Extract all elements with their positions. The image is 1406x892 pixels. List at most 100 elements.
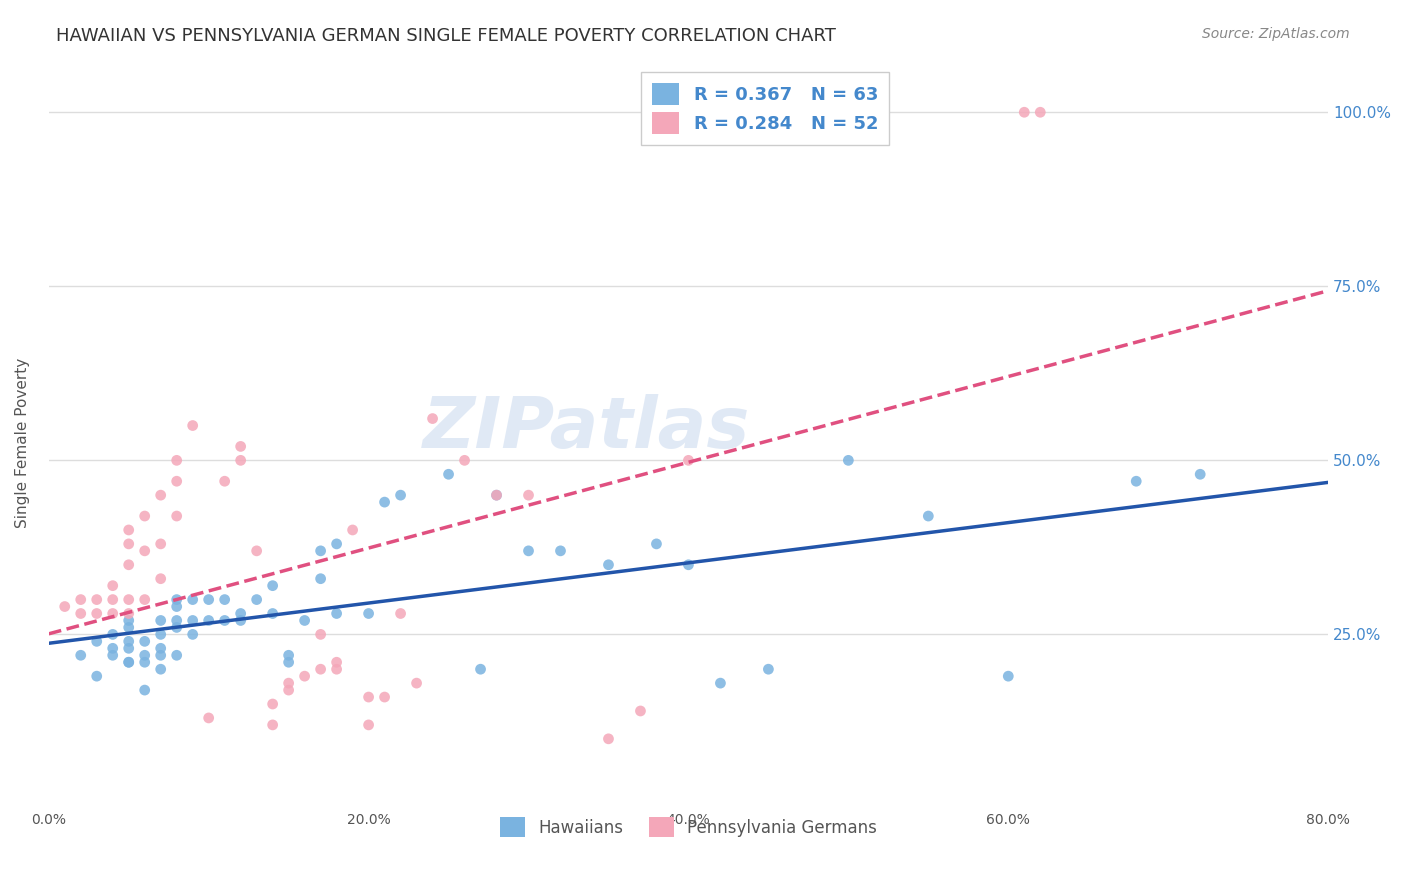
Point	[149, 488, 172, 502]
Point	[101, 607, 124, 621]
Point	[630, 704, 652, 718]
Point	[69, 648, 91, 663]
Point	[166, 599, 188, 614]
Point	[101, 641, 124, 656]
Point	[1014, 105, 1036, 120]
Point	[389, 488, 412, 502]
Point	[118, 641, 141, 656]
Legend: Hawaiians, Pennsylvania Germans: Hawaiians, Pennsylvania Germans	[494, 810, 883, 844]
Point	[229, 453, 252, 467]
Point	[837, 453, 859, 467]
Point	[149, 537, 172, 551]
Point	[262, 718, 284, 732]
Point	[229, 614, 252, 628]
Point	[118, 614, 141, 628]
Point	[262, 607, 284, 621]
Text: Source: ZipAtlas.com: Source: ZipAtlas.com	[1202, 27, 1350, 41]
Point	[678, 453, 700, 467]
Point	[389, 607, 412, 621]
Point	[758, 662, 780, 676]
Point	[485, 488, 508, 502]
Point	[197, 614, 219, 628]
Point	[294, 614, 316, 628]
Point	[166, 620, 188, 634]
Point	[181, 592, 204, 607]
Y-axis label: Single Female Poverty: Single Female Poverty	[15, 358, 30, 528]
Point	[69, 607, 91, 621]
Point	[246, 592, 269, 607]
Point	[166, 509, 188, 524]
Point	[214, 474, 236, 488]
Point	[166, 474, 188, 488]
Point	[325, 662, 347, 676]
Point	[166, 614, 188, 628]
Point	[86, 634, 108, 648]
Point	[118, 655, 141, 669]
Point	[309, 544, 332, 558]
Point	[917, 509, 939, 524]
Point	[149, 627, 172, 641]
Point	[645, 537, 668, 551]
Point	[294, 669, 316, 683]
Point	[422, 411, 444, 425]
Point	[118, 634, 141, 648]
Point	[181, 614, 204, 628]
Point	[118, 655, 141, 669]
Point	[69, 592, 91, 607]
Point	[166, 648, 188, 663]
Point	[277, 655, 299, 669]
Point	[118, 558, 141, 572]
Point	[374, 495, 396, 509]
Point	[134, 544, 156, 558]
Point	[134, 509, 156, 524]
Point	[277, 648, 299, 663]
Point	[229, 439, 252, 453]
Text: HAWAIIAN VS PENNSYLVANIA GERMAN SINGLE FEMALE POVERTY CORRELATION CHART: HAWAIIAN VS PENNSYLVANIA GERMAN SINGLE F…	[56, 27, 837, 45]
Point	[246, 544, 269, 558]
Point	[101, 592, 124, 607]
Point	[86, 669, 108, 683]
Point	[357, 718, 380, 732]
Point	[598, 558, 620, 572]
Point	[181, 418, 204, 433]
Point	[277, 676, 299, 690]
Point	[277, 683, 299, 698]
Point	[374, 690, 396, 704]
Point	[134, 655, 156, 669]
Point	[405, 676, 427, 690]
Point	[118, 523, 141, 537]
Point	[1189, 467, 1212, 482]
Point	[453, 453, 475, 467]
Point	[517, 488, 540, 502]
Point	[437, 467, 460, 482]
Point	[134, 592, 156, 607]
Point	[197, 592, 219, 607]
Point	[149, 648, 172, 663]
Point	[166, 453, 188, 467]
Text: ZIPatlas: ZIPatlas	[422, 394, 749, 463]
Point	[309, 572, 332, 586]
Point	[181, 627, 204, 641]
Point	[118, 592, 141, 607]
Point	[309, 627, 332, 641]
Point	[1029, 105, 1052, 120]
Point	[149, 662, 172, 676]
Point	[86, 592, 108, 607]
Point	[118, 537, 141, 551]
Point	[325, 655, 347, 669]
Point	[342, 523, 364, 537]
Point	[550, 544, 572, 558]
Point	[101, 627, 124, 641]
Point	[166, 592, 188, 607]
Point	[134, 648, 156, 663]
Point	[678, 558, 700, 572]
Point	[485, 488, 508, 502]
Point	[357, 690, 380, 704]
Point	[598, 731, 620, 746]
Point	[262, 579, 284, 593]
Point	[997, 669, 1019, 683]
Point	[214, 592, 236, 607]
Point	[517, 544, 540, 558]
Point	[101, 648, 124, 663]
Point	[134, 634, 156, 648]
